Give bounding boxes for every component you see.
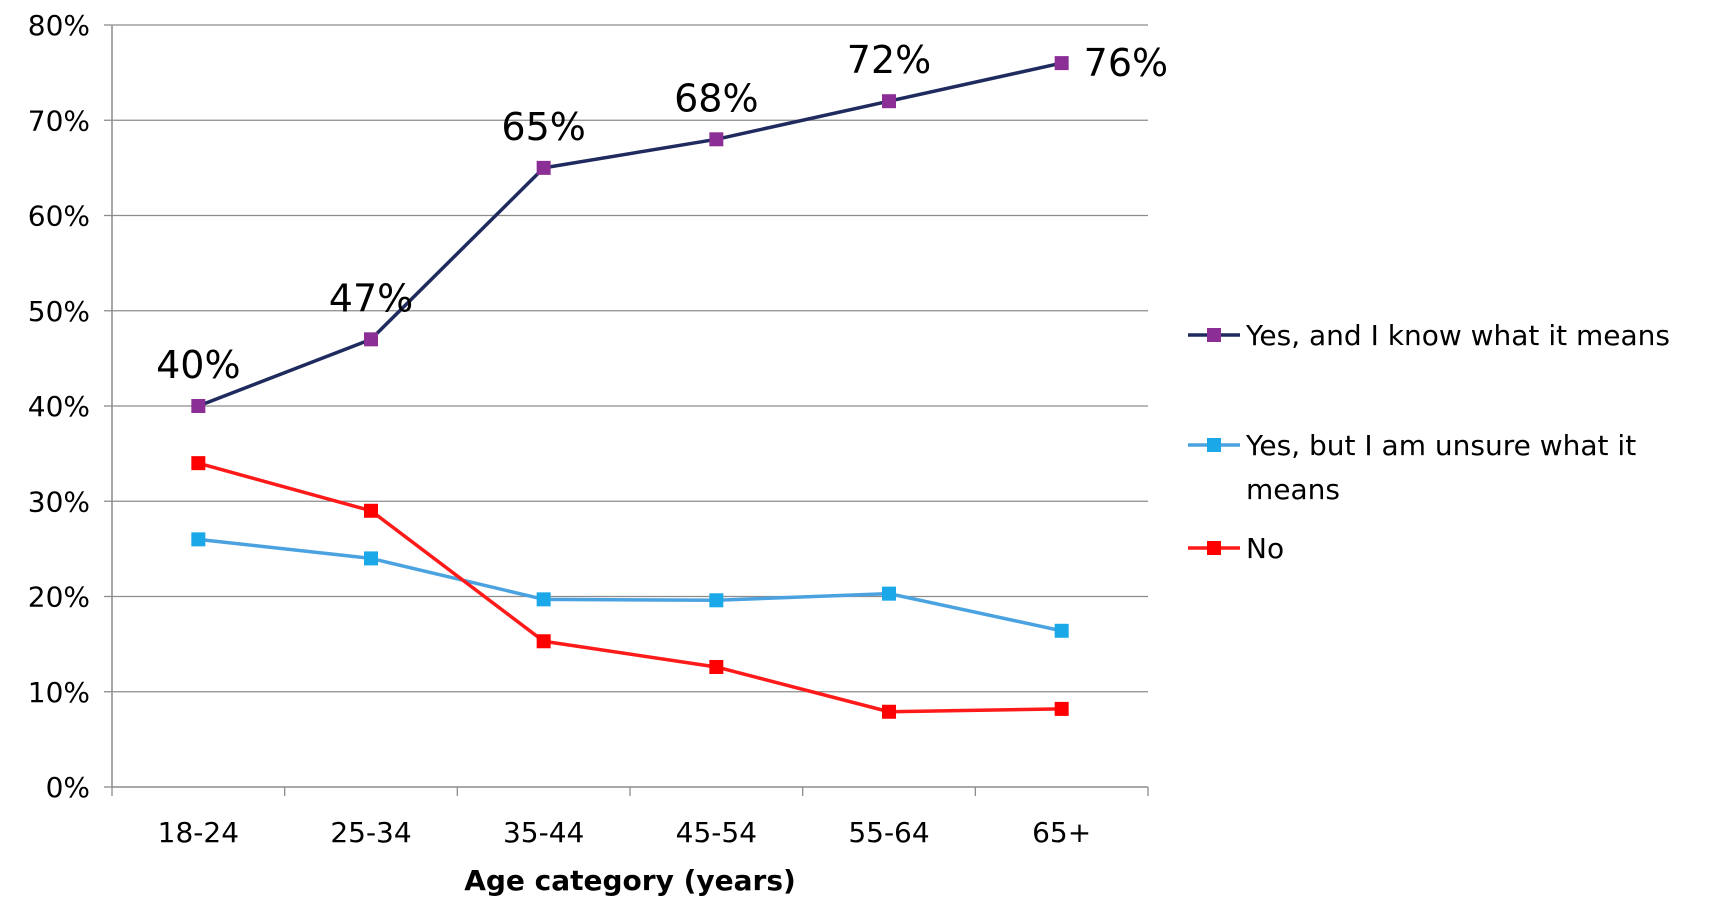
data-point [1054, 56, 1069, 71]
data-point [536, 160, 551, 175]
y-tick-label: 70% [28, 104, 90, 137]
x-tick-label: 45-54 [676, 816, 757, 849]
series-3 [191, 456, 1069, 719]
data-point [536, 634, 551, 649]
data-point [364, 332, 378, 347]
y-tick-label: 40% [28, 390, 90, 423]
data-point [882, 586, 896, 601]
data-label: 65% [501, 105, 585, 149]
x-tick-label: 35-44 [503, 816, 584, 849]
series-line [198, 537, 1063, 633]
data-label: 68% [674, 76, 758, 120]
series-lines [191, 56, 1069, 719]
y-tick-label: 20% [28, 581, 90, 614]
data-point [1054, 701, 1069, 716]
data-point [191, 456, 206, 471]
data-point [191, 399, 206, 413]
series-1 [191, 56, 1069, 413]
legend-label: Yes, but I am unsure what it [1245, 429, 1636, 462]
y-axis-tick-labels: 0% 10% 20% 30% 40% 50% 60% 70% 80% [28, 9, 90, 804]
x-tick-label: 18-24 [158, 816, 239, 849]
data-point [1054, 623, 1069, 638]
legend-label: means [1246, 473, 1340, 506]
x-axis-tick-labels: 18-24 25-34 35-44 45-54 55-64 65+ [158, 816, 1092, 849]
series-line [197, 461, 1062, 714]
legend: Yes, and I know what it means Yes, but I … [1188, 319, 1670, 565]
legend-swatch-marker [1207, 438, 1221, 452]
data-point [882, 94, 896, 109]
legend-item: Yes, but I am unsure what it means [1188, 429, 1636, 506]
gridlines [112, 24, 1148, 693]
x-axis-title: Age category (years) [464, 864, 796, 897]
legend-label: No [1246, 532, 1284, 565]
legend-label: Yes, and I know what it means [1245, 319, 1670, 352]
data-point [709, 593, 724, 608]
data-label: 76% [1084, 41, 1168, 85]
x-tick-label: 25-34 [330, 816, 411, 849]
data-point [709, 132, 724, 147]
data-point [882, 704, 896, 719]
data-label: 47% [329, 276, 413, 320]
legend-swatch-marker [1207, 541, 1221, 555]
x-tick-label: 55-64 [848, 816, 929, 849]
axes [104, 24, 1149, 796]
series-2 [191, 532, 1069, 638]
data-point [191, 532, 206, 547]
y-tick-label: 10% [28, 676, 90, 709]
legend-item: No [1188, 532, 1284, 565]
data-point [709, 659, 724, 674]
data-label: 40% [156, 343, 240, 387]
y-tick-label: 50% [28, 295, 90, 328]
y-tick-label: 80% [28, 9, 90, 42]
legend-swatch-marker [1207, 328, 1221, 342]
data-point [364, 503, 378, 518]
legend-item: Yes, and I know what it means [1188, 319, 1670, 352]
y-tick-label: 30% [28, 485, 90, 518]
data-labels: 40% 47% 65% 68% 72% 76% [156, 38, 1168, 387]
data-point [536, 592, 551, 607]
data-point [364, 551, 378, 566]
y-tick-label: 0% [46, 771, 90, 804]
series-line [197, 61, 1063, 408]
x-tick-label: 65+ [1032, 816, 1091, 849]
y-tick-label: 60% [28, 200, 90, 233]
data-label: 72% [847, 38, 931, 82]
